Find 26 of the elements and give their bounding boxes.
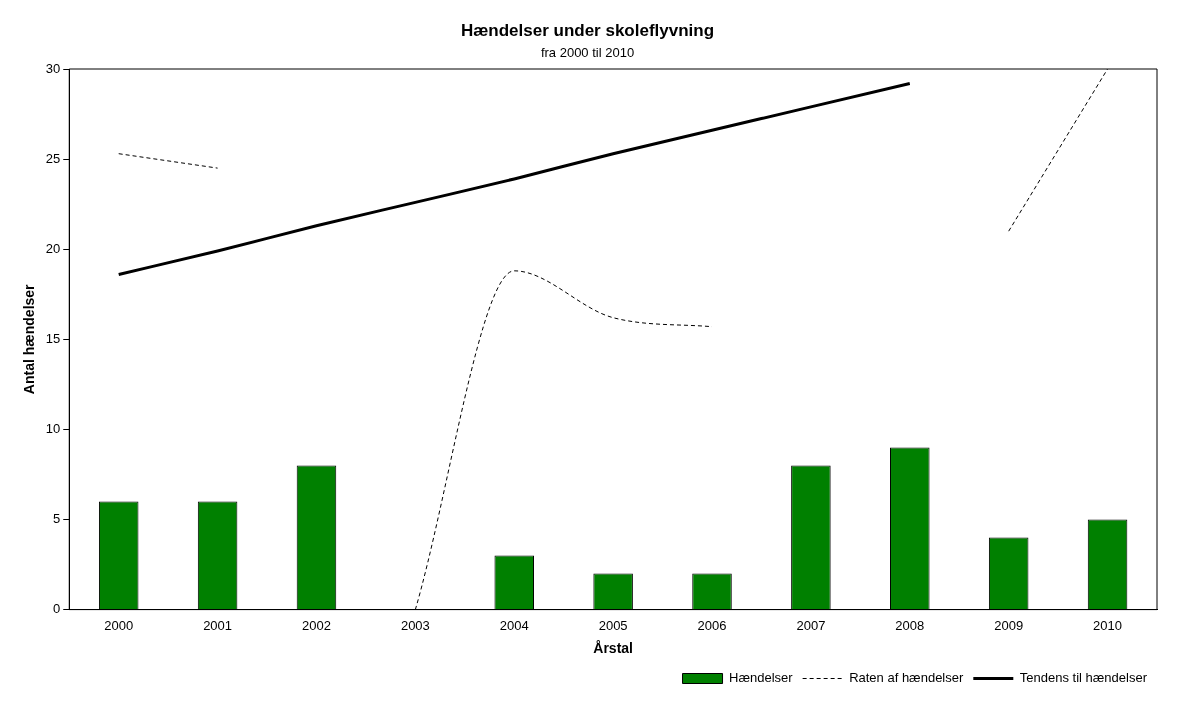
chart-title: Hændelser under skoleflyvning — [460, 20, 715, 40]
legend-label: Tendens til hændelser — [1019, 670, 1148, 686]
y-tick-label: 15 — [45, 330, 61, 346]
x-tick-label: 2009 — [994, 617, 1024, 633]
x-tick-label: 2003 — [400, 617, 430, 633]
legend-label: Raten af hændelser — [849, 670, 964, 686]
y-tick-label: 20 — [45, 240, 61, 256]
x-tick-label: 2010 — [1093, 617, 1123, 633]
x-tick-label: 2008 — [895, 617, 925, 633]
y-axis-title: Antal hændelser — [21, 283, 38, 395]
x-tick-label: 2002 — [302, 617, 331, 633]
legend-label: Hændelser — [729, 670, 794, 686]
y-tick-label: 25 — [45, 150, 61, 166]
x-axis-title: Årstal — [593, 640, 633, 657]
chart-subtitle: fra 2000 til 2010 — [540, 44, 635, 60]
x-tick-label: 2006 — [697, 617, 727, 633]
y-tick-label: 5 — [53, 511, 61, 527]
x-tick-label: 2007 — [796, 617, 826, 633]
y-tick-label: 10 — [45, 420, 61, 436]
x-tick-label: 2000 — [104, 617, 134, 633]
y-tick-label: 0 — [53, 601, 61, 617]
x-tick-label: 2001 — [203, 617, 233, 633]
x-tick-label: 2005 — [598, 617, 628, 633]
line-series — [117, 81, 912, 276]
x-tick-label: 2004 — [499, 617, 529, 633]
y-tick-label: 30 — [45, 60, 61, 76]
